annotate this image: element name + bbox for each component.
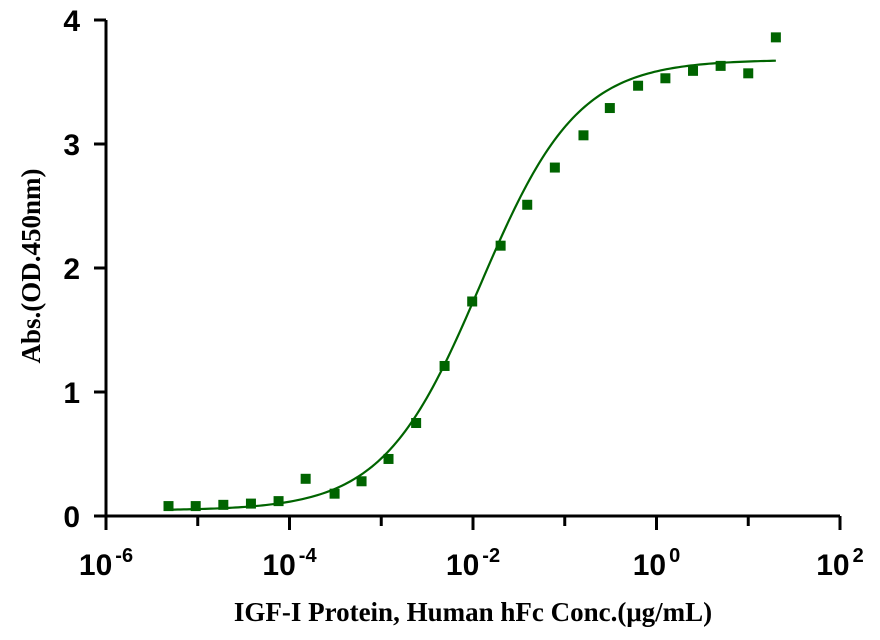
data-point — [300, 473, 311, 484]
x-tick-label: 10 -2 — [446, 545, 500, 582]
data-point — [190, 501, 201, 512]
data-point — [439, 360, 450, 371]
y-tick-label: 4 — [63, 5, 80, 38]
x-tick-label: 10 2 — [816, 545, 864, 582]
data-point — [715, 60, 726, 71]
y-tick-label: 3 — [63, 129, 80, 162]
x-axis-label: IGF-I Protein, Human hFc Conc.(μg/mL) — [234, 597, 712, 627]
data-point — [688, 65, 699, 76]
data-point — [578, 130, 589, 141]
y-tick-label: 0 — [63, 501, 80, 534]
data-point — [604, 103, 615, 114]
data-point — [163, 501, 174, 512]
data-point — [549, 162, 560, 173]
y-axis-label: Abs.(OD.450nm) — [16, 168, 46, 363]
data-points-layer — [163, 32, 781, 512]
data-point — [495, 240, 506, 251]
y-tick-label: 1 — [63, 377, 80, 410]
x-tick-label: 10 -6 — [79, 545, 133, 582]
data-point — [522, 199, 533, 210]
x-tick-label: 10 0 — [633, 545, 681, 582]
fit-curve-layer — [168, 59, 776, 511]
data-point — [245, 498, 256, 509]
data-point — [218, 499, 229, 510]
data-point — [273, 496, 284, 507]
data-point — [770, 32, 781, 43]
axes — [104, 20, 840, 518]
data-point — [467, 296, 478, 307]
x-ticks: 10 -6 10 -4 10 -2 10 0 10 2 — [79, 516, 864, 582]
x-tick-label: 10 -4 — [262, 545, 317, 582]
data-point — [356, 476, 367, 487]
fit-curve-line — [168, 59, 776, 511]
y-tick-label: 2 — [63, 253, 80, 286]
data-point — [329, 488, 340, 499]
data-point — [743, 68, 754, 79]
data-point — [411, 418, 422, 428]
data-point — [383, 453, 394, 464]
data-point — [660, 73, 671, 84]
y-ticks: 0 1 2 3 4 — [63, 5, 106, 534]
data-point — [633, 80, 644, 91]
